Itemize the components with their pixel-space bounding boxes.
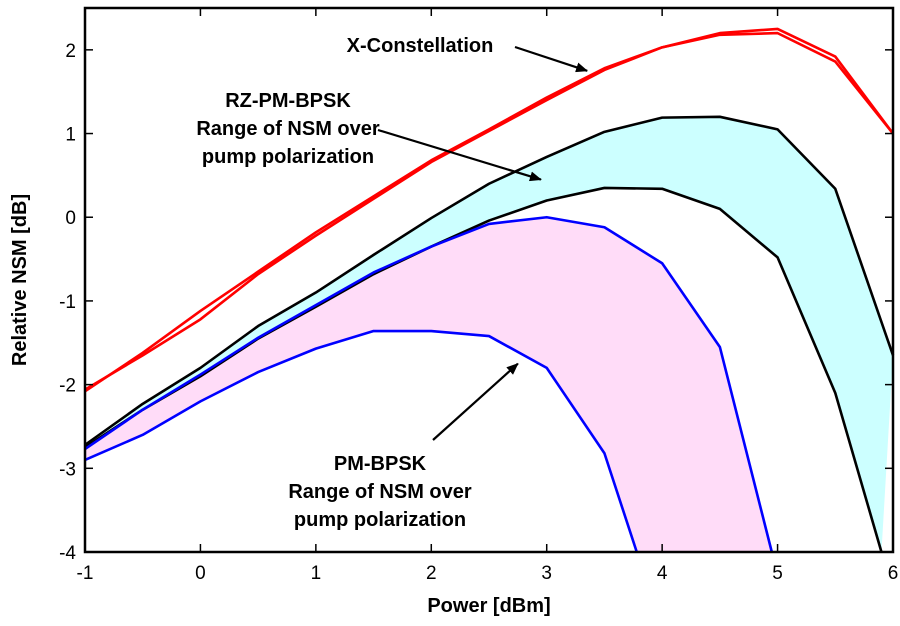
series-lines — [84, 27, 895, 553]
annotations: X-Constellation RZ-PM-BPSK Range of NSM ov… — [196, 35, 589, 531]
annotation-text-2: RZ-PM-BPSK Range of NSM over pump polariza… — [196, 90, 380, 168]
annotation-arrow-1 — [514, 45, 589, 73]
plot-frame — [83, 6, 895, 554]
series-line-x-constellation-2 — [84, 31, 895, 391]
annotation-line: X-Constellation — [347, 35, 494, 57]
x-tick-label: 1 — [311, 563, 322, 584]
y-tick-label: -2 — [59, 376, 76, 397]
y-tick-label: 2 — [65, 41, 76, 62]
x-tick-label: 6 — [888, 563, 899, 584]
annotation-line: Range of NSM over — [288, 481, 472, 503]
series-line-rz-pm-bpsk-3 — [84, 115, 895, 446]
annotation-line: Range of NSM over — [196, 118, 380, 140]
x-tick-label: 4 — [657, 563, 668, 584]
x-axis-label: Power [dBm] — [427, 595, 550, 617]
y-tick-label: 1 — [65, 125, 76, 146]
fill-region-2 — [85, 217, 772, 552]
fill-regions — [85, 116, 893, 553]
x-tick-label: 0 — [195, 563, 206, 584]
series-line-pm-bpsk-5 — [84, 215, 774, 553]
annotation-arrow-2 — [377, 128, 542, 182]
x-tick-label: 5 — [772, 563, 783, 584]
annotation-arrow-3 — [432, 362, 519, 441]
y-tick-label: 0 — [65, 208, 76, 229]
annotation-text-1: X-Constellation — [347, 35, 494, 57]
y-axis-ticks: 2 1 0 -1 -2 -3 -4 — [59, 41, 893, 564]
y-axis-label: Relative NSM [dB] — [9, 194, 31, 366]
annotation-line: pump polarization — [202, 146, 374, 168]
x-tick-label: 2 — [426, 563, 437, 584]
annotation-text-3: PM-BPSK Range of NSM over pump polarizatio… — [288, 453, 472, 531]
annotation-line: PM-BPSK — [334, 453, 427, 475]
series-line-pm-bpsk-6 — [84, 329, 638, 553]
x-tick-label: -1 — [77, 563, 94, 584]
y-tick-label: -1 — [59, 292, 76, 313]
annotation-line: pump polarization — [294, 509, 466, 531]
y-tick-label: -4 — [59, 543, 76, 564]
x-axis-ticks: -1 0 1 2 3 4 5 6 — [77, 8, 899, 584]
series-line-x-constellation-1 — [84, 27, 895, 393]
annotation-line: RZ-PM-BPSK — [225, 90, 351, 112]
y-tick-label: -3 — [59, 459, 76, 480]
x-tick-label: 3 — [541, 563, 552, 584]
